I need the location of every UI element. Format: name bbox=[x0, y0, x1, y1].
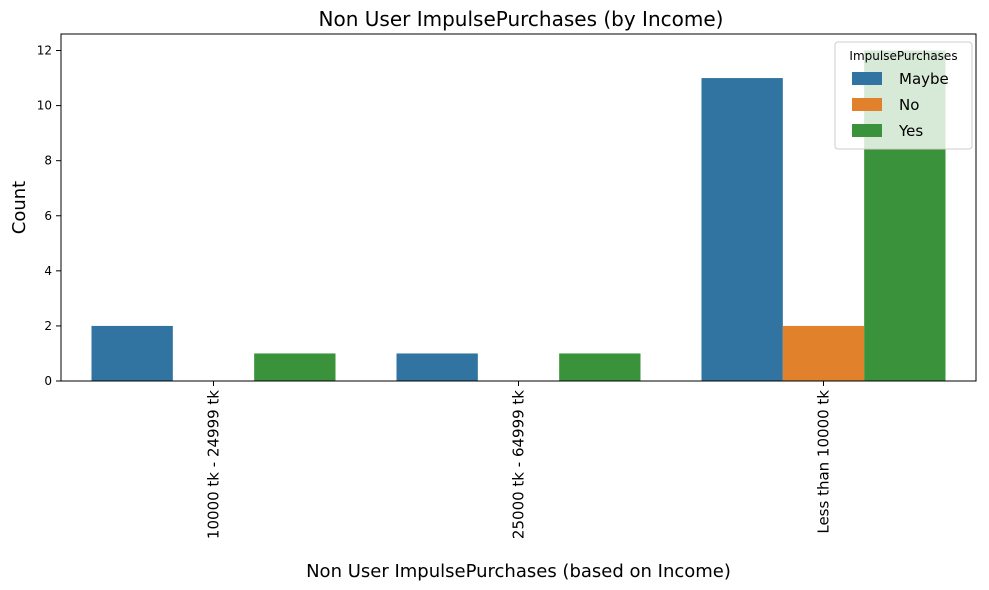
y-tick-label: 12 bbox=[37, 44, 52, 58]
legend-swatch-no bbox=[852, 98, 882, 111]
legend-title: ImpulsePurchases bbox=[849, 49, 957, 63]
legend-label-maybe: Maybe bbox=[899, 70, 949, 88]
bar-yes-0 bbox=[254, 353, 336, 381]
legend: ImpulsePurchases Maybe No Yes bbox=[834, 41, 973, 150]
y-tick-label: 6 bbox=[44, 209, 52, 223]
x-axis: 10000 tk - 24999 tk 25000 tk - 64999 tk Le… bbox=[205, 381, 833, 539]
y-axis-title: Count bbox=[9, 181, 30, 234]
plot-frame bbox=[60, 33, 977, 382]
legend-label-yes: Yes bbox=[898, 122, 923, 140]
legend-swatch-yes bbox=[852, 124, 882, 137]
x-tick-label: Less than 10000 tk bbox=[815, 390, 833, 534]
chart-title: Non User ImpulsePurchases (by Income) bbox=[319, 7, 724, 31]
y-tick-label: 10 bbox=[37, 99, 52, 113]
y-axis: 0 2 4 6 8 10 12 bbox=[37, 44, 61, 388]
legend-swatch-maybe bbox=[852, 72, 882, 85]
bar-maybe-0 bbox=[91, 325, 173, 381]
legend-label-no: No bbox=[899, 96, 919, 114]
legend-box bbox=[834, 41, 973, 150]
y-tick-label: 0 bbox=[44, 374, 52, 388]
y-tick-label: 8 bbox=[44, 154, 52, 168]
bar-yes-1 bbox=[559, 353, 641, 381]
bar-maybe-1 bbox=[396, 353, 478, 381]
bars-layer bbox=[91, 50, 946, 382]
x-tick-label: 10000 tk - 24999 tk bbox=[205, 390, 223, 539]
bar-no-2 bbox=[782, 325, 865, 381]
y-tick-label: 2 bbox=[44, 319, 52, 333]
y-tick-label: 4 bbox=[44, 264, 52, 278]
x-tick-label: 25000 tk - 64999 tk bbox=[510, 390, 528, 539]
x-axis-title: Non User ImpulsePurchases (based on Inco… bbox=[306, 561, 731, 582]
bar-maybe-2 bbox=[701, 78, 783, 381]
